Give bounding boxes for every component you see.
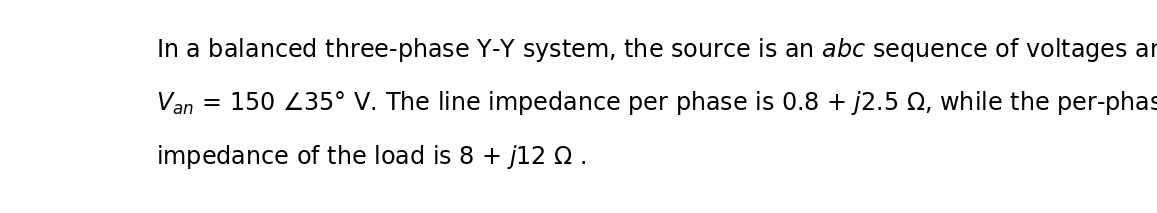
Text: In a balanced three-phase Y-Y system, the source is an $\mathit{abc}$ sequence o: In a balanced three-phase Y-Y system, th… — [156, 36, 1157, 64]
Text: $V_{an}$ = 150 ∠35° V. The line impedance per phase is 0.8 + $j$2.5 Ω, while the: $V_{an}$ = 150 ∠35° V. The line impedanc… — [156, 89, 1157, 117]
Text: impedance of the load is 8 + $j$12 Ω .: impedance of the load is 8 + $j$12 Ω . — [156, 143, 587, 171]
